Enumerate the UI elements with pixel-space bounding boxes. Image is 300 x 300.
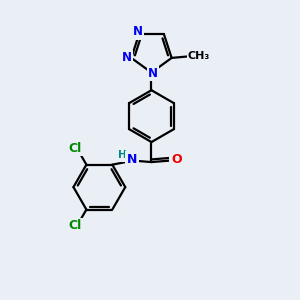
Text: N: N [148,67,158,80]
Text: H: H [118,150,126,160]
Text: Cl: Cl [68,142,81,155]
Text: N: N [122,51,132,64]
Text: N: N [127,153,137,166]
Text: O: O [171,153,181,166]
Text: CH₃: CH₃ [188,51,210,61]
Text: Cl: Cl [68,219,81,232]
Text: N: N [133,26,142,38]
